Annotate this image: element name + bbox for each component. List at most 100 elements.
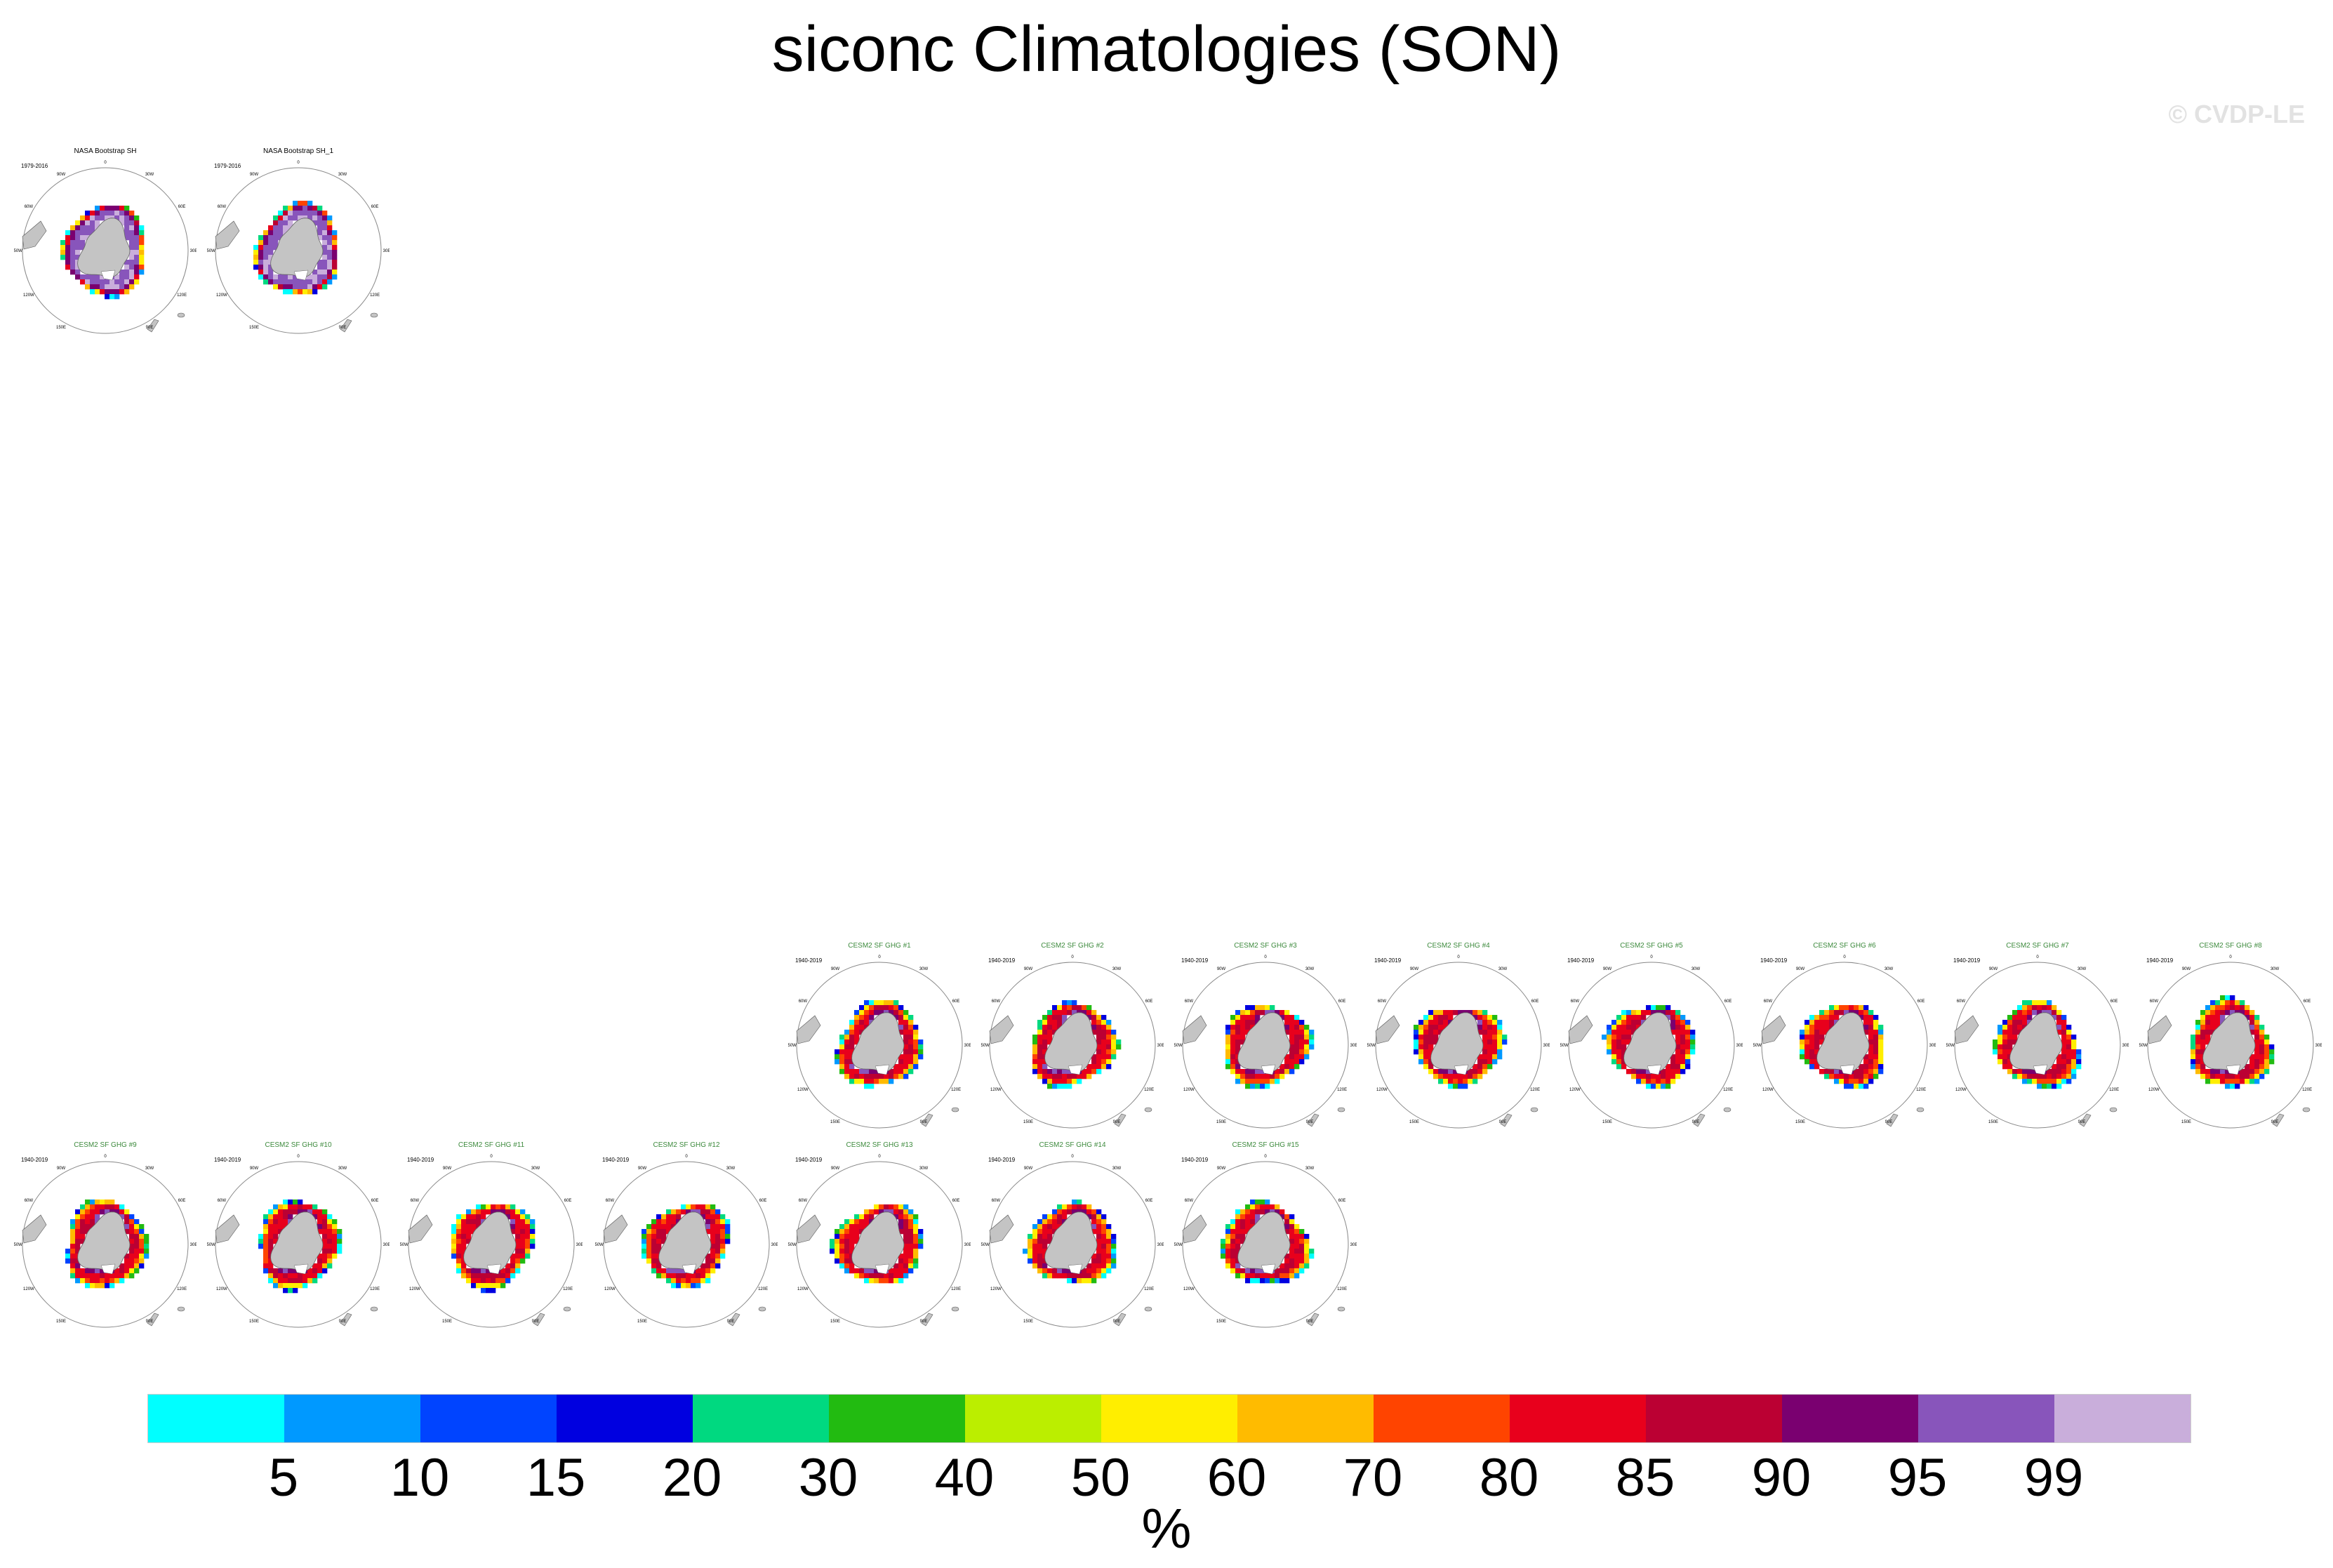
ice-cell <box>273 274 279 280</box>
ice-cell <box>1072 1209 1077 1215</box>
ice-cell <box>1067 1273 1072 1279</box>
sea-ice-field <box>1023 1200 1117 1284</box>
ice-cell <box>2066 1049 2072 1055</box>
ice-cell <box>1448 1084 1454 1089</box>
ice-cell <box>2061 1079 2067 1084</box>
ice-cell <box>303 1273 308 1279</box>
ice-cell <box>893 1000 899 1006</box>
ice-cell <box>1255 1084 1261 1089</box>
ice-cell <box>105 215 110 221</box>
longitude-label: 60E <box>2304 999 2311 1004</box>
ice-cell <box>879 1074 884 1079</box>
ice-cell <box>1255 1200 1261 1205</box>
ice-cell <box>1423 1039 1429 1045</box>
ice-cell <box>2056 1069 2062 1075</box>
ice-cell <box>1047 1079 1053 1084</box>
ice-cell <box>322 1239 328 1244</box>
ice-cell <box>1611 1054 1617 1060</box>
ice-cell <box>2254 1020 2260 1025</box>
ice-cell <box>1270 1278 1275 1284</box>
ice-cell <box>1042 1249 1048 1254</box>
ice-cell <box>844 1054 850 1060</box>
longitude-label: 150E <box>830 1320 840 1324</box>
ice-cell <box>273 240 279 246</box>
ice-cell <box>288 1278 293 1284</box>
ice-cell <box>1834 1015 1840 1021</box>
ice-cell <box>491 1273 496 1279</box>
ice-cell <box>2056 1030 2062 1035</box>
ice-cell <box>2259 1054 2265 1060</box>
ice-cell <box>129 1268 135 1274</box>
ice-cell <box>1260 1084 1265 1089</box>
ice-cell <box>1111 1044 1117 1050</box>
ice-cell <box>70 225 76 231</box>
ice-cell <box>1032 1234 1038 1240</box>
ice-cell <box>1299 1254 1305 1259</box>
ice-cell <box>1433 1010 1439 1016</box>
ice-cell <box>1304 1049 1310 1055</box>
ice-cell <box>1873 1039 1879 1045</box>
panel-years: 1979-2016 <box>21 163 48 169</box>
ice-cell <box>2259 1049 2265 1055</box>
longitude-label: 150E <box>830 1120 840 1124</box>
ice-cell <box>456 1224 462 1230</box>
ice-cell <box>1250 1273 1256 1279</box>
ice-cell <box>1482 1069 1488 1075</box>
ice-cell <box>461 1273 467 1279</box>
ice-cell <box>2235 1084 2240 1089</box>
ice-cell <box>835 1059 840 1065</box>
ice-cell <box>839 1064 845 1070</box>
ice-cell <box>1275 1278 1280 1284</box>
longitude-label: 150W <box>2139 1044 2148 1048</box>
ice-cell <box>1082 1273 1087 1279</box>
ice-cell <box>1863 1005 1869 1011</box>
ice-cell <box>854 1219 860 1225</box>
ice-cell <box>1106 1049 1112 1055</box>
ice-shelf <box>293 1263 309 1275</box>
ice-cell <box>1052 1005 1058 1011</box>
ice-cell <box>505 1273 511 1279</box>
ice-cell <box>1067 1209 1072 1215</box>
ice-cell <box>2200 1030 2206 1035</box>
ice-cell <box>85 1273 91 1279</box>
ice-cell <box>2254 1069 2260 1075</box>
ice-cell <box>1423 1064 1429 1070</box>
ice-cell <box>327 279 333 285</box>
ice-cell <box>1240 1015 1246 1021</box>
ice-cell <box>1824 1074 1830 1079</box>
map-panel: 060E120E180120W60W30W30E90E150E150W90W C… <box>1560 942 1743 1131</box>
ice-cell <box>2205 1079 2211 1084</box>
longitude-label: 90W <box>1410 967 1419 971</box>
ice-cell <box>1418 1049 1424 1055</box>
ice-cell <box>481 1278 486 1284</box>
ice-cell <box>129 1224 135 1230</box>
ice-cell <box>1804 1020 1810 1025</box>
ice-cell <box>1428 1064 1434 1070</box>
ice-cell <box>1844 1079 1849 1084</box>
ice-cell <box>849 1263 855 1269</box>
ice-cell <box>1611 1035 1617 1040</box>
ice-cell <box>496 1204 501 1210</box>
ice-cell <box>1675 1049 1681 1055</box>
ice-cell <box>2259 1044 2265 1050</box>
ice-cell <box>263 265 269 270</box>
ice-cell <box>510 1254 516 1259</box>
ice-cell <box>1844 1010 1849 1016</box>
ice-cell <box>903 1234 909 1240</box>
ice-cell <box>1804 1044 1810 1050</box>
ice-cell <box>1225 1254 1231 1259</box>
ice-cell <box>1299 1263 1305 1269</box>
new-zealand-landmass <box>1500 1113 1513 1127</box>
ice-cell <box>903 1059 909 1065</box>
ice-cell <box>2052 1010 2057 1016</box>
ice-cell <box>2249 1054 2255 1060</box>
ice-cell <box>466 1239 472 1244</box>
ice-cell <box>646 1224 652 1230</box>
ice-cell <box>1032 1244 1038 1249</box>
ice-cell <box>1414 1049 1419 1055</box>
ice-cell <box>105 294 110 300</box>
ice-cell <box>2017 1005 2023 1011</box>
ice-cell <box>2037 1084 2042 1089</box>
ice-cell <box>129 1234 135 1240</box>
ice-cell <box>1492 1030 1498 1035</box>
